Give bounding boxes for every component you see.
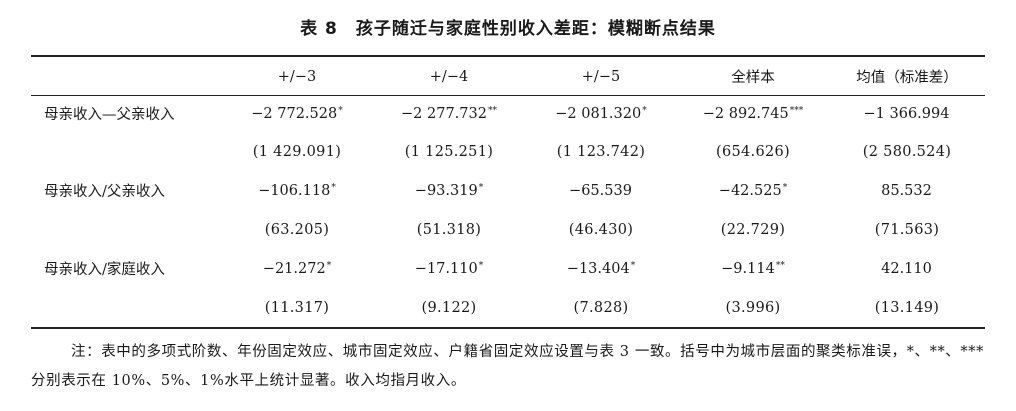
se-cell: (46.430) — [568, 221, 634, 238]
header-cell-bw3: +/−3 — [277, 68, 317, 85]
significance-stars: * — [478, 260, 484, 271]
se-cell: (51.318) — [416, 221, 482, 238]
table-row-se: (11.317) (9.122) (7.828) (3.996) (13.149… — [31, 288, 985, 327]
sd-cell: (2 580.524) — [862, 143, 952, 160]
coef-cell: −13.404* — [566, 260, 636, 277]
mean-cell: 42.110 — [881, 260, 932, 277]
se-cell: (7.828) — [573, 299, 629, 316]
coef-cell: −106.118* — [258, 182, 336, 199]
results-table: +/−3 +/−4 +/−5 全样本 均值（标准差） 母亲收入—父亲收入 −2 … — [31, 58, 985, 327]
significance-stars: * — [630, 260, 636, 271]
se-cell: (1 125.251) — [404, 143, 494, 160]
significance-stars: * — [782, 182, 788, 193]
significance-stars: * — [326, 260, 332, 271]
table-row: 母亲收入/家庭收入 −21.272* −17.110* −13.404* −9.… — [31, 249, 985, 288]
se-cell: (9.122) — [421, 299, 477, 316]
significance-stars: ** — [487, 105, 497, 116]
coef-cell: −2 772.528* — [251, 105, 343, 122]
coef-cell: −2 081.320* — [555, 105, 647, 122]
header-cell-full-sample: 全样本 — [731, 70, 775, 86]
coef-cell: −93.319* — [414, 182, 484, 199]
top-rule — [31, 55, 985, 57]
significance-stars: * — [642, 105, 647, 116]
header-cell-empty — [31, 58, 221, 95]
table-row-se: (1 429.091) (1 125.251) (1 123.742) (654… — [31, 132, 985, 171]
table-row: 母亲收入—父亲收入 −2 772.528* −2 277.732** −2 08… — [31, 95, 985, 132]
se-cell: (63.205) — [264, 221, 330, 238]
mean-cell: −1 366.994 — [863, 105, 950, 122]
header-rule — [31, 95, 985, 96]
coef-cell: −65.539 — [569, 182, 632, 199]
header-cell-mean-sd: 均值（标准差） — [856, 70, 958, 86]
header-cell-bw5: +/−5 — [581, 68, 621, 85]
significance-stars: ** — [775, 260, 785, 271]
coef-cell: −2 892.745*** — [702, 105, 804, 122]
table-note: 注：表中的多项式阶数、年份固定效应、城市固定效应、户籍省固定效应设置与表 3 一… — [31, 344, 984, 389]
coef-cell: −42.525* — [718, 182, 788, 199]
table-title-text: 孩子随迁与家庭性别收入差距：模糊断点结果 — [355, 19, 716, 39]
bottom-rule — [31, 327, 985, 329]
se-cell: (22.729) — [720, 221, 786, 238]
se-cell: (3.996) — [725, 299, 781, 316]
header-row: +/−3 +/−4 +/−5 全样本 均值（标准差） — [31, 58, 985, 95]
table-row-se: (63.205) (51.318) (46.430) (22.729) (71.… — [31, 210, 985, 249]
significance-stars: * — [478, 182, 484, 193]
significance-stars: * — [338, 105, 343, 116]
se-cell: (654.626) — [716, 143, 790, 160]
header-cell-bw4: +/−4 — [429, 68, 469, 85]
table-row: 母亲收入/父亲收入 −106.118* −93.319* −65.539 −42… — [31, 171, 985, 210]
significance-stars: * — [331, 182, 336, 193]
sd-cell: (71.563) — [874, 221, 940, 238]
significance-stars: *** — [789, 105, 804, 116]
coef-cell: −21.272* — [262, 260, 332, 277]
row-label: 母亲收入/父亲收入 — [44, 184, 165, 200]
coef-cell: −2 277.732** — [401, 105, 497, 122]
sd-cell: (13.149) — [874, 299, 940, 316]
row-label: 母亲收入/家庭收入 — [44, 262, 165, 278]
row-label: 母亲收入—父亲收入 — [44, 107, 175, 123]
table-title: 表 8 孩子随迁与家庭性别收入差距：模糊断点结果 — [0, 14, 1016, 39]
se-cell: (1 429.091) — [252, 143, 342, 160]
coef-cell: −9.114** — [721, 260, 785, 277]
se-cell: (1 123.742) — [556, 143, 646, 160]
coef-cell: −17.110* — [414, 260, 484, 277]
se-cell: (11.317) — [264, 299, 330, 316]
table-number: 表 8 — [300, 19, 338, 39]
mean-cell: 85.532 — [881, 182, 932, 199]
